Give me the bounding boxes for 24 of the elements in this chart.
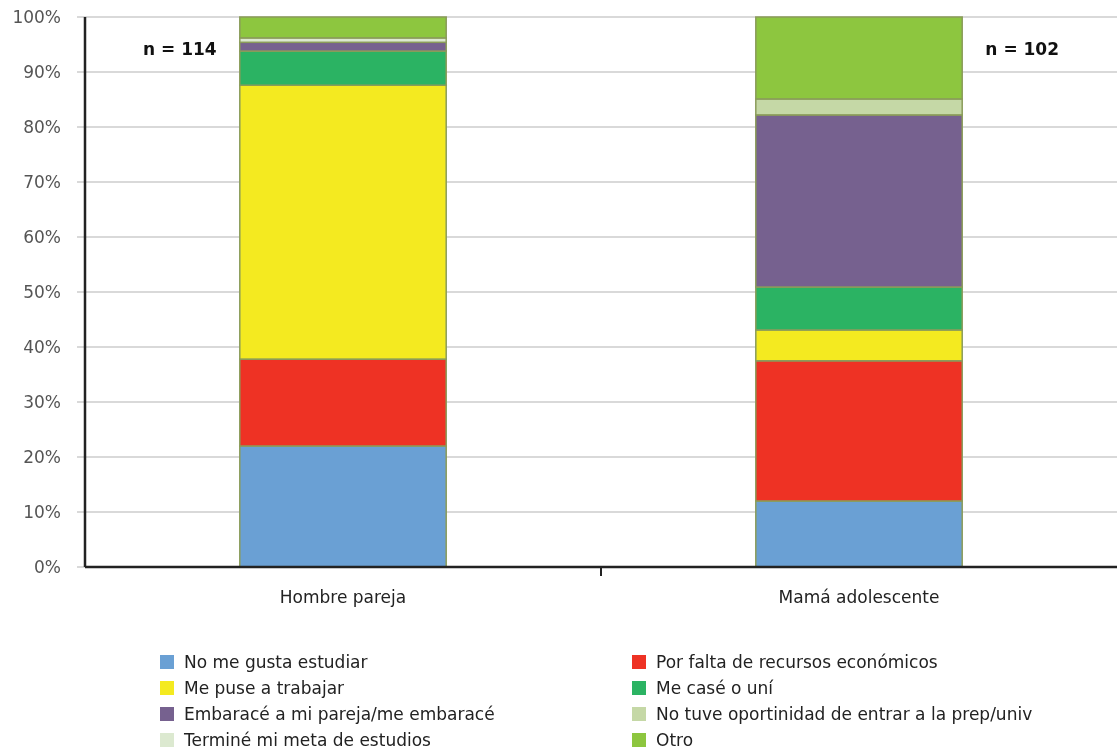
bar <box>239 16 447 39</box>
legend-label: Embaracé a mi pareja/me embaracé <box>184 703 495 724</box>
legend-label: Me casé o uní <box>656 677 775 698</box>
legend-label: Me puse a trabajar <box>184 677 345 698</box>
legend-label: Terminé mi meta de estudios <box>183 729 432 750</box>
y-tick-label: 30% <box>23 391 61 412</box>
x-tick-label: Hombre pareja <box>279 587 407 607</box>
annotation: n = 114 <box>142 39 217 59</box>
legend-label: No tuve oportinidad de entrar a la prep/univ <box>656 703 1033 724</box>
y-tick-label: 0% <box>34 556 61 577</box>
y-tick-label: 20% <box>23 446 61 467</box>
legend-label: Por falta de recursos económicos <box>656 651 938 672</box>
legend-label: No me gusta estudiar <box>184 651 368 672</box>
y-tick-label: 70% <box>23 171 61 192</box>
legend-label: Otro <box>656 729 694 750</box>
annotation: n = 102 <box>985 39 1060 59</box>
y-tick-label: 40% <box>23 336 61 357</box>
x-tick-label: Mamá adolescente <box>778 587 940 607</box>
y-tick-label: 100% <box>12 6 61 27</box>
y-tick-label: 10% <box>23 501 61 522</box>
y-tick-label: 60% <box>23 226 61 247</box>
y-tick-label: 50% <box>23 281 61 302</box>
y-tick-label: 90% <box>23 61 61 82</box>
y-tick-label: 80% <box>23 116 61 137</box>
